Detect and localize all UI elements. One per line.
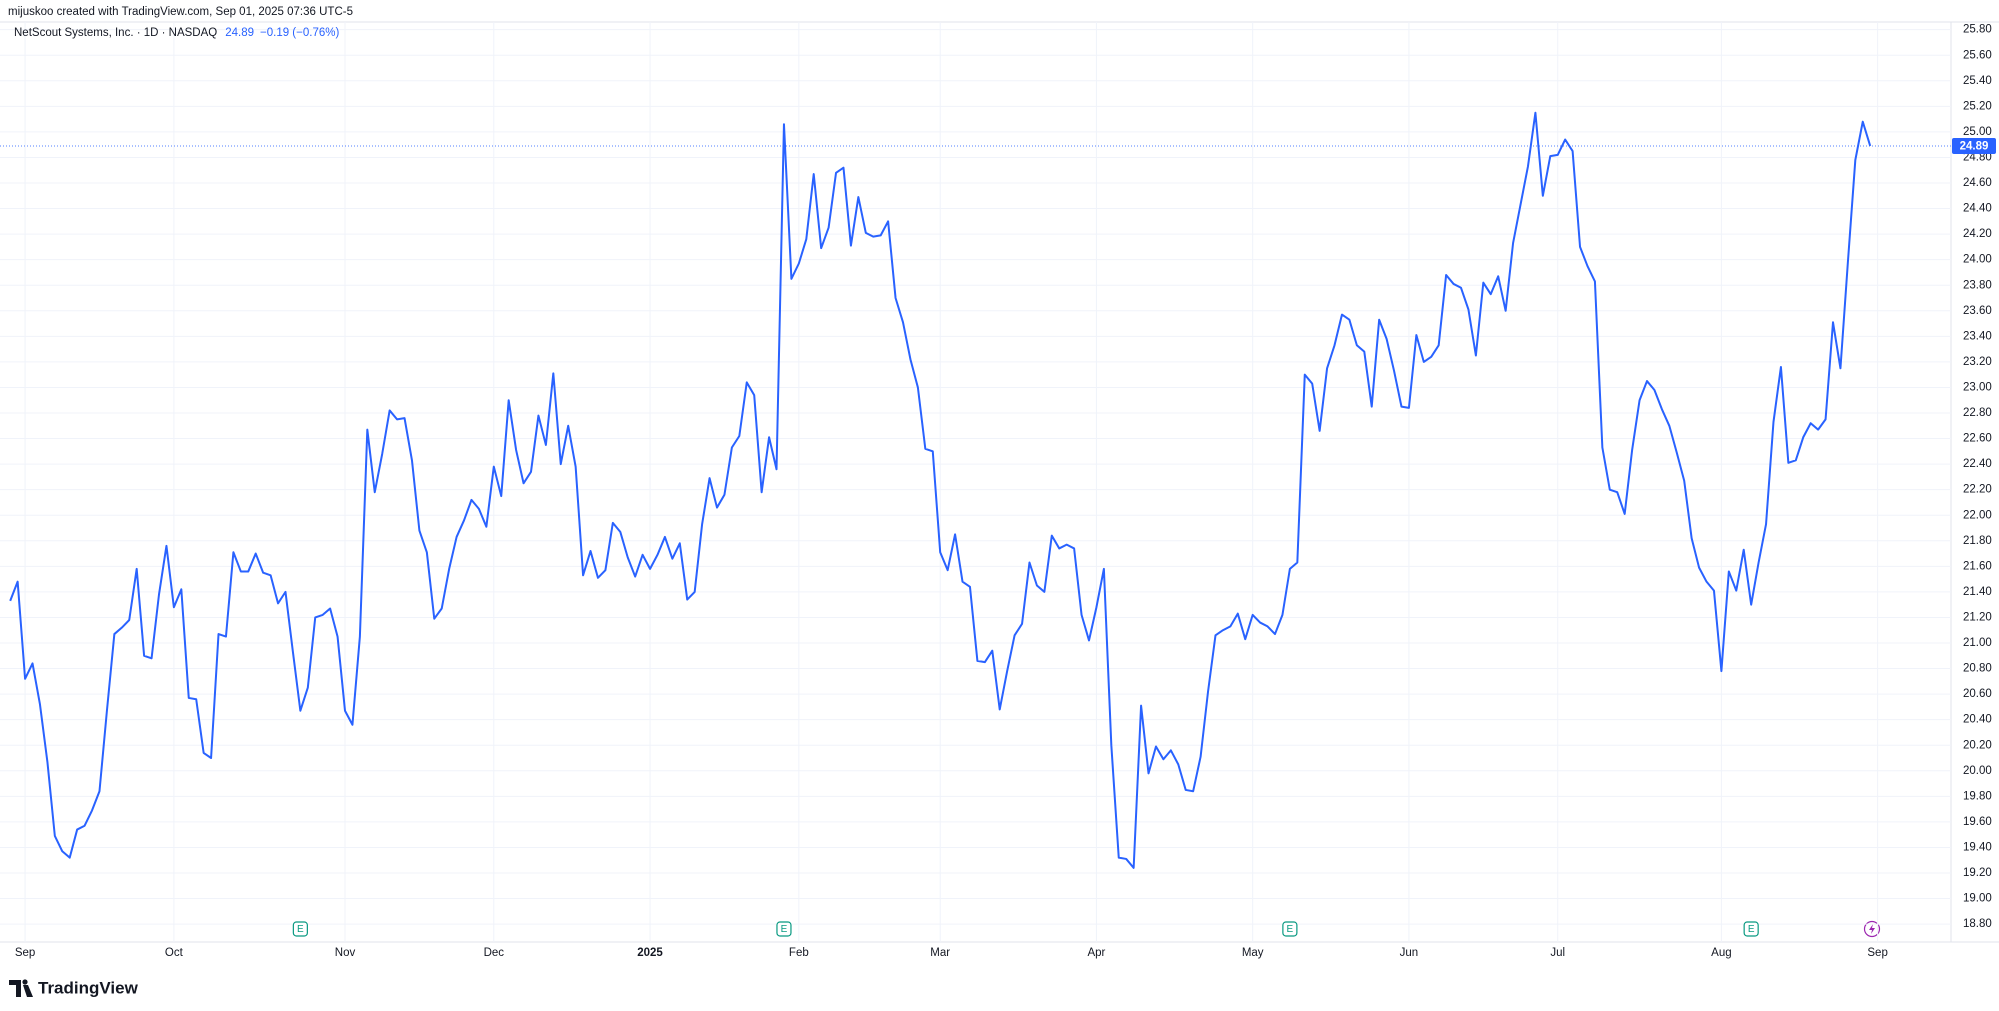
event-marker — [776, 921, 792, 937]
y-tick-label: 22.80 — [1963, 407, 1992, 419]
legend-change: −0.19 (−0.76%) — [260, 27, 339, 39]
event-marker — [292, 921, 308, 937]
y-tick-label: 25.60 — [1963, 49, 1992, 61]
y-tick-label: 22.20 — [1963, 484, 1992, 496]
x-tick-label: May — [1242, 947, 1264, 959]
y-tick-label: 20.60 — [1963, 688, 1992, 700]
last-price-tag — [1952, 137, 1996, 154]
x-tick-label: Aug — [1711, 947, 1731, 959]
logo-dot — [22, 979, 28, 985]
y-tick-label: 24.20 — [1963, 228, 1992, 240]
y-tick-label: 23.80 — [1963, 279, 1992, 291]
y-tick-label: 22.40 — [1963, 458, 1992, 470]
y-tick-label: 21.80 — [1963, 535, 1992, 547]
x-tick-label: Jun — [1400, 947, 1419, 959]
event-label: E — [1287, 924, 1294, 935]
x-tick-label: Sep — [1867, 947, 1887, 959]
header: mijuskoo created with TradingView.com, S… — [8, 6, 353, 18]
y-tick-label: 19.80 — [1963, 790, 1992, 802]
y-tick-label: 23.00 — [1963, 381, 1992, 393]
event-marker — [1282, 921, 1298, 937]
y-tick-label: 23.40 — [1963, 330, 1992, 342]
y-tick-label: 24.40 — [1963, 203, 1992, 215]
y-tick-label: 19.20 — [1963, 867, 1992, 879]
x-tick-label: Feb — [789, 947, 809, 959]
logo: TradingView — [9, 978, 139, 997]
split-icon-bolt — [1869, 924, 1875, 934]
y-tick-label: 21.20 — [1963, 611, 1992, 623]
logo-mark — [9, 980, 33, 997]
y-tick-label: 24.00 — [1963, 254, 1992, 266]
y-tick-label: 19.00 — [1963, 893, 1992, 905]
y-tick-label: 25.00 — [1963, 126, 1992, 138]
y-tick-label: 20.40 — [1963, 714, 1992, 726]
grid — [0, 22, 1951, 942]
event-label: E — [781, 924, 788, 935]
y-tick-label: 20.80 — [1963, 663, 1992, 675]
event-label: E — [1748, 924, 1755, 935]
x-tick-label: Nov — [335, 947, 356, 959]
event-label: E — [297, 924, 304, 935]
y-tick-label: 20.20 — [1963, 739, 1992, 751]
y-tick-label: 20.00 — [1963, 765, 1992, 777]
x-tick-label: Jul — [1550, 947, 1565, 959]
split-icon — [1863, 920, 1881, 938]
y-tick-label: 24.60 — [1963, 177, 1992, 189]
legend-close: 24.89 — [225, 27, 254, 39]
y-tick-label: 23.20 — [1963, 356, 1992, 368]
x-tick-label: Mar — [930, 947, 950, 959]
y-tick-label: 18.80 — [1963, 918, 1992, 930]
y-tick-label: 24.80 — [1963, 151, 1992, 163]
x-tick-label: Oct — [165, 947, 184, 959]
last-price-label: 24.89 — [1960, 140, 1989, 152]
y-tick-label: 25.40 — [1963, 75, 1992, 87]
y-tick-label: 21.60 — [1963, 560, 1992, 572]
x-tick-label: Apr — [1087, 947, 1105, 959]
x-tick-label: Dec — [484, 947, 505, 959]
y-tick-label: 25.20 — [1963, 100, 1992, 112]
y-tick-label: 22.60 — [1963, 433, 1992, 445]
x-tick-label: 2025 — [637, 947, 663, 959]
y-tick-label: 23.60 — [1963, 305, 1992, 317]
price-line — [9, 111, 1872, 869]
y-tick-label: 21.40 — [1963, 586, 1992, 598]
legend: NetScout Systems, Inc. · 1D · NASDAQ 24.8… — [14, 27, 339, 39]
event-marker — [1743, 921, 1759, 937]
x-tick-label: Sep — [15, 947, 35, 959]
y-tick-label: 19.40 — [1963, 841, 1992, 853]
legend-title: NetScout Systems, Inc. · 1D · NASDAQ — [14, 27, 217, 39]
y-tick-label: 19.60 — [1963, 816, 1992, 828]
y-tick-label: 21.00 — [1963, 637, 1992, 649]
y-tick-label: 25.80 — [1963, 24, 1992, 36]
y-tick-label: 22.00 — [1963, 509, 1992, 521]
watermark: TradingView — [38, 978, 139, 997]
